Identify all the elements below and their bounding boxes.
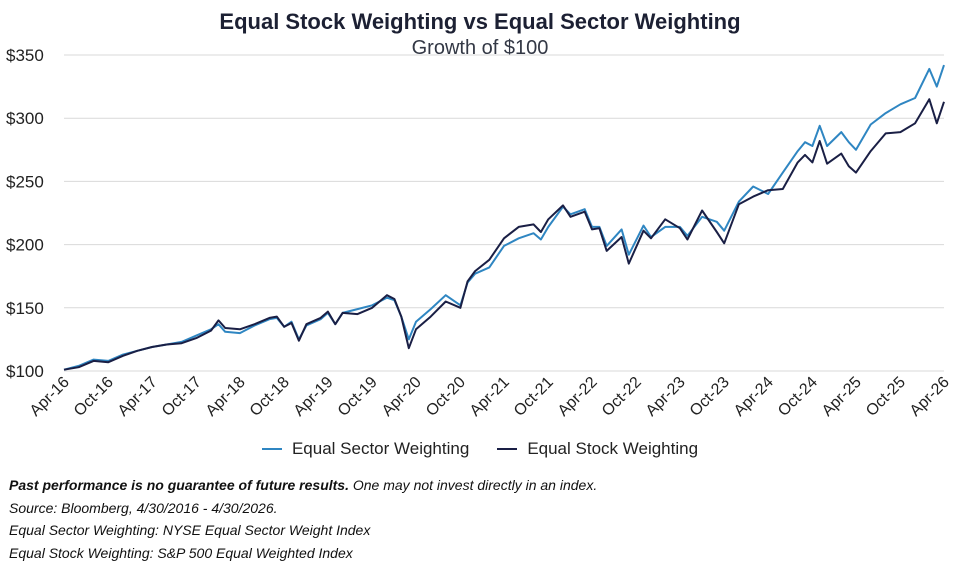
series-line-sector (63, 64, 945, 371)
chart-subtitle: Growth of $100 (411, 37, 549, 59)
x-tick-label: Apr-26 (907, 374, 953, 420)
chart-title: Equal Stock Weighting vs Equal Sector We… (219, 9, 741, 34)
y-tick-label: $150 (6, 299, 44, 318)
x-tick-label: Apr-24 (731, 374, 777, 420)
x-tick-label: Apr-20 (379, 374, 425, 420)
x-tick-label: Apr-21 (467, 374, 513, 420)
legend-item-sector: Equal Sector Weighting (261, 439, 470, 459)
legend: Equal Sector Weighting Equal Stock Weigh… (0, 439, 960, 459)
y-tick-label: $250 (6, 172, 44, 191)
x-tick-label: Apr-25 (819, 374, 865, 420)
x-tick-label: Apr-22 (555, 374, 601, 420)
x-tick-label: Oct-25 (863, 374, 909, 420)
x-tick-label: Oct-24 (775, 374, 821, 420)
series-line-stock (63, 98, 945, 371)
source-line: Source: Bloomberg, 4/30/2016 - 4/30/2026… (9, 499, 278, 516)
disclaimer-line: Past performance is no guarantee of futu… (9, 474, 597, 497)
x-axis-tick-labels: Apr-16Oct-16Apr-17Oct-17Apr-18Oct-18Apr-… (27, 374, 953, 420)
x-tick-label: Apr-17 (115, 374, 161, 420)
x-tick-label: Oct-16 (71, 374, 117, 420)
y-tick-label: $100 (6, 362, 44, 381)
x-tick-label: Oct-22 (599, 374, 645, 420)
x-tick-label: Oct-23 (687, 374, 733, 420)
y-tick-label: $300 (6, 109, 44, 128)
x-tick-label: Oct-20 (423, 374, 469, 420)
legend-label-stock: Equal Stock Weighting (527, 439, 699, 458)
y-axis-tick-labels: $100 $150 $200 $250 $300 $350 (6, 46, 44, 381)
line-chart: $100 $150 $200 $250 $300 $350 Apr-16Oct-16Apr… (6, 46, 953, 420)
legend-item-stock: Equal Stock Weighting (497, 439, 698, 459)
stock-definition: Equal Stock Weighting: S&P 500 Equal Wei… (9, 544, 353, 561)
x-tick-label: Oct-21 (511, 374, 557, 420)
y-tick-label: $200 (6, 236, 44, 255)
x-tick-label: Oct-19 (335, 374, 381, 420)
x-tick-label: Oct-17 (159, 374, 205, 420)
grid-lines (64, 54, 944, 372)
footnotes: Past performance is no guarantee of futu… (9, 474, 597, 564)
disclaimer-rest: One may not invest directly in an index. (348, 477, 598, 493)
disclaimer-bold: Past performance is no guarantee of futu… (9, 477, 349, 493)
y-tick-label: $350 (6, 46, 44, 65)
x-tick-label: Apr-18 (203, 374, 249, 420)
series-lines (63, 64, 945, 371)
legend-swatch-stock (497, 448, 518, 450)
legend-swatch-sector (261, 448, 282, 450)
x-tick-label: Apr-19 (291, 374, 337, 420)
sector-definition: Equal Sector Weighting: NYSE Equal Secto… (9, 522, 371, 538)
x-tick-label: Apr-23 (643, 374, 689, 420)
x-tick-label: Oct-18 (247, 374, 293, 420)
legend-label-sector: Equal Sector Weighting (291, 439, 470, 458)
